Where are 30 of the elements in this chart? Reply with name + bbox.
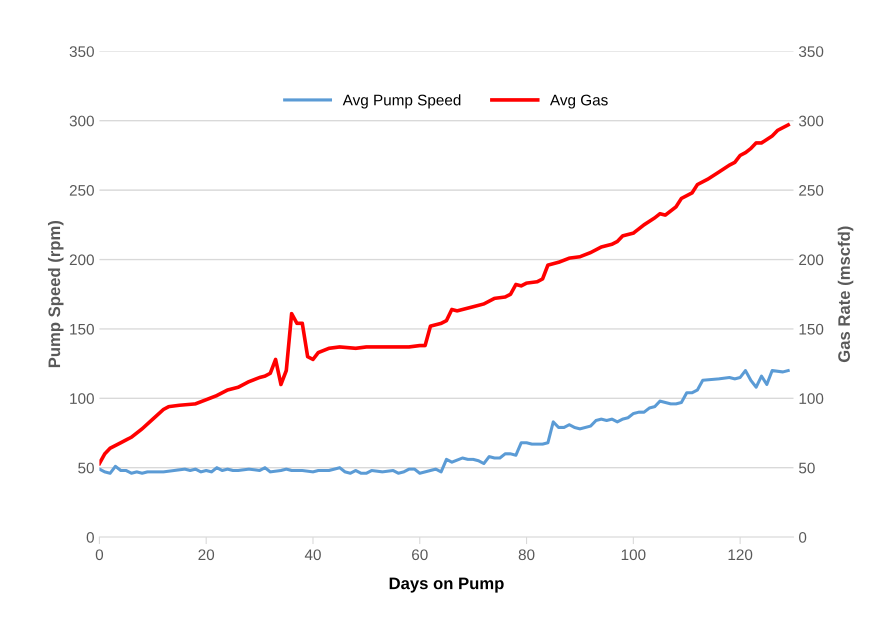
y2-axis-title: Gas Rate (mscfd)	[838, 226, 854, 362]
y-tick-label: 100	[70, 393, 94, 404]
y2-tick-label: 100	[800, 393, 824, 404]
y-tick-label: 50	[78, 462, 94, 474]
y2-tick-label: 250	[799, 184, 824, 196]
y-tick-label: 0	[86, 532, 94, 543]
line-series	[99, 369, 790, 475]
y-tick-label: 300	[70, 116, 94, 126]
y2-tick-label: 350	[798, 46, 824, 58]
x-tick-label: 20	[198, 549, 214, 560]
y2-tick-label: 200	[799, 254, 824, 266]
x-tick-label: 80	[518, 549, 534, 560]
y-axis-title: Pump Speed (rpm)	[48, 220, 64, 368]
x-tick-label: 120	[728, 549, 752, 560]
y2-tick-label: 150	[800, 324, 824, 335]
y-tick-label: 350	[70, 46, 94, 58]
y-tick-label: 150	[70, 324, 94, 335]
y2-tick-label: 0	[798, 532, 806, 543]
line-series	[99, 123, 790, 466]
y2-tick-label: 300	[798, 116, 824, 126]
x-tick-label: 40	[304, 549, 321, 560]
x-tick-label: 0	[96, 549, 104, 560]
x-tick-label: 100	[622, 549, 646, 560]
y-tick-label: 250	[70, 184, 94, 196]
x-tick-label: 60	[412, 549, 428, 560]
y-tick-label: 200	[70, 254, 94, 266]
x-axis-title: Days on Pump	[390, 578, 504, 593]
legend-label: Avg Pump Speed	[342, 94, 460, 108]
y2-tick-label: 50	[798, 462, 815, 474]
legend-label: Avg Gas	[550, 94, 608, 108]
